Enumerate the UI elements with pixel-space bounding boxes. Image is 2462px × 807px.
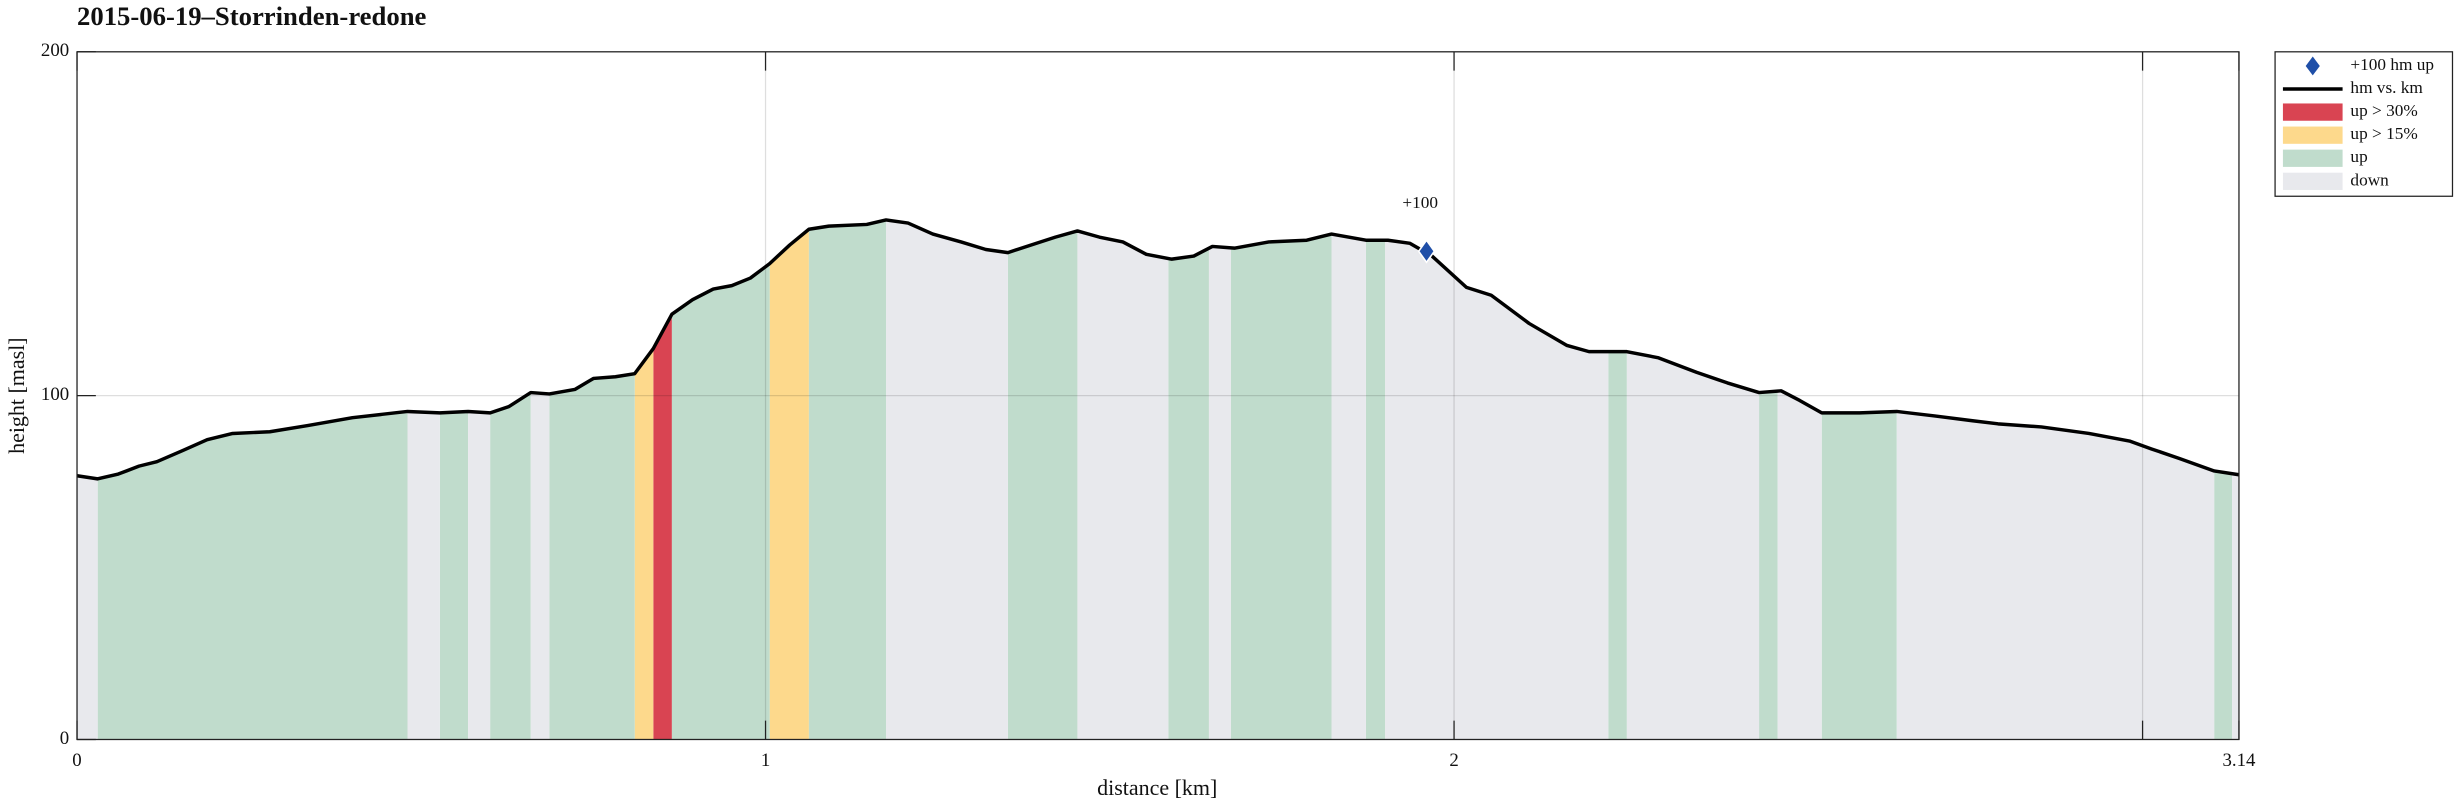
grade-band: [886, 219, 1008, 740]
profile-line: [76, 218, 2240, 481]
grade-band: [1331, 234, 1366, 740]
grade-band: [2232, 473, 2239, 740]
legend-swatch: [2282, 172, 2343, 190]
grade-band: [490, 392, 531, 740]
grade-band: [808, 219, 887, 740]
marker: [1417, 238, 1436, 264]
chart-title: 2015-06-19–Storrinden-redone: [77, 1, 427, 31]
grade-band: [1626, 351, 1760, 740]
grade-band: [769, 229, 809, 740]
grade-band: [1168, 248, 1209, 740]
y-tick-label: 200: [41, 40, 69, 61]
grade-band: [1896, 411, 2215, 740]
x-axis-label: distance [km]: [1097, 775, 1217, 800]
grade-band: [1608, 351, 1627, 740]
grade-band: [671, 263, 770, 740]
grade-band: [1385, 240, 1609, 740]
grade-band: [97, 411, 408, 740]
legend-label: +100 hm up: [2350, 55, 2434, 74]
grade-band: [1365, 240, 1386, 740]
legend-swatch: [2282, 149, 2343, 167]
x-tick-label: 0: [72, 750, 81, 771]
grade-band: [439, 411, 469, 740]
grade-band: [530, 392, 550, 740]
grade-band: [468, 411, 491, 740]
bands: [77, 219, 2239, 740]
x-tick-label: 2: [1449, 750, 1458, 771]
x-tick-label: 3.14: [2222, 750, 2256, 771]
grade-band: [1007, 230, 1078, 740]
legend-label: down: [2350, 170, 2389, 189]
grade-band: [1077, 230, 1169, 740]
grade-band: [653, 314, 672, 740]
grade-band: [634, 348, 654, 740]
y-tick-label: 0: [60, 728, 69, 749]
plot-frame: [76, 51, 2240, 741]
grade-band: [1208, 246, 1231, 740]
grade-band: [1230, 234, 1332, 740]
legend: +100 hm up hm vs. km up > 30% up > 15% up dow…: [2282, 55, 2434, 190]
grade-band: [407, 411, 440, 740]
x-tick-label: 1: [761, 750, 770, 771]
legend-swatch: [2282, 103, 2343, 121]
lines: +100: [76, 193, 2240, 481]
y-tick-label: 100: [41, 384, 69, 405]
y-axis-label: height [masl]: [4, 337, 29, 454]
legend-label: up > 15%: [2350, 124, 2417, 143]
legend-label: up: [2350, 147, 2367, 166]
grade-band: [1759, 391, 1778, 740]
marker-label: +100: [1402, 193, 1438, 212]
grade-band: [1821, 411, 1897, 740]
legend-label: hm vs. km: [2350, 78, 2423, 97]
grade-band: [77, 475, 98, 740]
legend-box: [2274, 51, 2454, 197]
grade-band: [1777, 390, 1822, 740]
grade-band: [2214, 470, 2233, 740]
grade-band: [549, 373, 635, 740]
legend-swatch: [2282, 126, 2343, 144]
legend-label: up > 30%: [2350, 101, 2417, 120]
